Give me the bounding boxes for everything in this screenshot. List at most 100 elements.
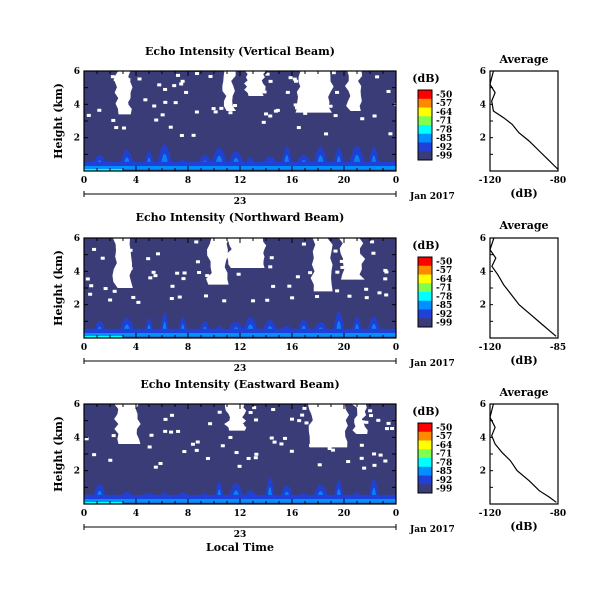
no-data-pixel <box>195 440 200 444</box>
no-data-pixel <box>368 409 373 413</box>
no-data-pixel <box>181 277 186 281</box>
no-data-pixel <box>225 83 230 87</box>
no-data-pixel <box>108 458 113 462</box>
no-data-pixel <box>372 114 377 118</box>
colorbar-unit: (dB) <box>412 405 439 418</box>
average-y-tick-label: 4 <box>480 100 486 110</box>
colorbar-swatch <box>418 484 432 494</box>
colorbar-swatch <box>418 423 432 433</box>
surface-layer-peak <box>84 169 123 171</box>
no-data-pixel <box>228 111 233 115</box>
no-data-pixel <box>169 430 174 434</box>
no-data-pixel <box>372 452 377 456</box>
no-data-pixel <box>364 420 369 424</box>
no-data-pixel <box>124 103 129 107</box>
y-tick-label: 6 <box>74 400 80 410</box>
no-data-pixel <box>233 104 238 108</box>
colorbar-label: -78 <box>436 125 452 135</box>
date-label: 23 <box>234 197 247 207</box>
average-x-tick-label: -120 <box>479 176 502 186</box>
no-data-pixel <box>194 448 199 452</box>
no-data-pixel <box>237 464 242 468</box>
no-data-pixel <box>110 75 115 79</box>
no-data-pixel <box>153 274 158 278</box>
no-data-pixel <box>252 406 257 410</box>
no-data-pixel <box>211 107 216 111</box>
colorbar-swatch <box>418 466 432 476</box>
x-tick-label: 0 <box>393 176 399 186</box>
no-data-pixel <box>372 463 377 467</box>
date-label: 23 <box>234 364 247 374</box>
average-title: Average <box>498 219 548 232</box>
no-data-pixel <box>100 256 105 260</box>
colorbar-unit: (dB) <box>412 239 439 252</box>
colorbar-swatch <box>418 257 432 267</box>
no-data-pixel <box>259 245 264 249</box>
no-data-pixel <box>182 271 187 275</box>
no-data-pixel <box>226 254 231 258</box>
no-data-pixel <box>116 283 121 287</box>
no-data-pixel <box>179 82 184 86</box>
no-data-pixel <box>153 465 158 469</box>
no-data-pixel <box>89 284 94 288</box>
colorbar-swatch <box>418 107 432 117</box>
no-data-pixel <box>331 71 336 75</box>
no-data-pixel <box>261 120 266 124</box>
no-data-pixel <box>137 77 142 81</box>
no-data-pixel <box>152 104 157 108</box>
colorbar-label: -85 <box>436 467 452 477</box>
average-profile-line <box>489 70 559 170</box>
no-data-pixel <box>324 89 329 93</box>
no-data-pixel <box>149 433 154 437</box>
no-data-pixel <box>359 425 364 429</box>
no-data-pixel <box>117 426 122 430</box>
average-x-label: (dB) <box>510 187 537 200</box>
no-data-pixel <box>154 118 159 122</box>
no-data-pixel <box>264 112 269 116</box>
no-data-pixel <box>265 72 270 76</box>
average-frame <box>489 403 559 505</box>
colorbar-swatch <box>418 265 432 275</box>
no-data-pixel <box>246 456 251 460</box>
no-data-pixel <box>340 265 345 269</box>
no-data-pixel <box>195 72 200 76</box>
no-data-pixel <box>333 249 338 253</box>
no-data-pixel <box>313 429 318 433</box>
no-data-pixel <box>272 440 277 444</box>
no-data-pixel <box>268 265 273 269</box>
no-data-pixel <box>282 436 287 440</box>
panel-title: Echo Intensity (Eastward Beam) <box>140 378 339 391</box>
no-data-pixel <box>160 113 165 117</box>
y-tick-label: 4 <box>74 100 80 110</box>
no-data-pixel <box>357 421 362 425</box>
no-data-pixel <box>179 133 184 137</box>
no-data-pixel <box>194 110 199 114</box>
colorbar-label: -99 <box>436 319 452 329</box>
no-data-pixel <box>297 419 302 423</box>
average-y-tick-label: 6 <box>480 234 486 244</box>
no-data-pixel <box>301 242 306 246</box>
no-data-pixel <box>269 436 274 440</box>
no-data-pixel <box>390 427 395 431</box>
no-data-pixel <box>383 277 388 281</box>
no-data-pixel <box>293 103 298 107</box>
heatmap-background <box>84 71 396 171</box>
no-data-pixel <box>113 78 118 82</box>
no-data-pixel <box>248 411 253 415</box>
average-profile-line <box>489 403 557 503</box>
x-tick-label: 8 <box>185 509 191 519</box>
no-data-region <box>114 71 133 115</box>
no-data-pixel <box>170 413 175 417</box>
no-data-pixel <box>300 413 305 417</box>
no-data-pixel <box>300 91 305 95</box>
colorbar-swatch <box>418 133 432 143</box>
colorbar-swatch <box>418 440 432 450</box>
colorbar-label: -64 <box>436 108 452 118</box>
no-data-pixel <box>320 246 325 250</box>
no-data-pixel <box>126 78 131 82</box>
no-data-pixel <box>295 275 300 279</box>
average-y-tick-label: 4 <box>480 433 486 443</box>
no-data-pixel <box>118 434 123 438</box>
average-title: Average <box>498 53 548 66</box>
month-label: Jan 2017 <box>409 525 455 535</box>
